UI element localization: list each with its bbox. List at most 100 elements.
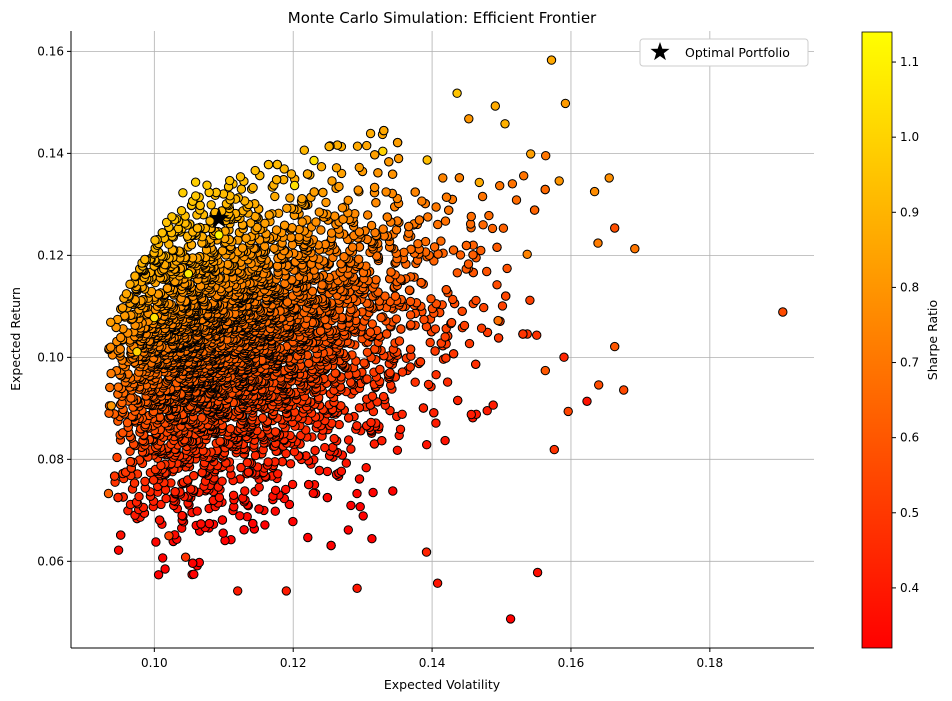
scatter-point bbox=[582, 396, 592, 406]
scatter-point bbox=[429, 408, 439, 418]
scatter-point bbox=[314, 207, 324, 217]
scatter-point bbox=[254, 504, 264, 514]
scatter-point bbox=[432, 578, 443, 588]
scatter-point bbox=[387, 169, 398, 179]
scatter-point bbox=[258, 413, 268, 423]
scatter-point bbox=[121, 289, 132, 299]
scatter-point bbox=[376, 312, 386, 323]
scatter-point bbox=[497, 301, 508, 311]
scatter-point bbox=[242, 458, 253, 468]
scatter-point bbox=[315, 326, 326, 336]
scatter-point bbox=[285, 459, 296, 469]
scatter-point bbox=[217, 515, 228, 525]
scatter-point bbox=[330, 211, 340, 221]
scatter-point bbox=[134, 491, 144, 502]
scatter-point bbox=[243, 467, 254, 477]
scatter-point bbox=[367, 319, 377, 329]
scatter-point bbox=[379, 125, 389, 136]
scatter-point bbox=[431, 418, 441, 428]
scatter-point bbox=[388, 486, 398, 496]
scatter-point bbox=[197, 413, 207, 423]
scatter-point bbox=[554, 176, 564, 186]
scatter-point bbox=[413, 239, 423, 249]
scatter-point bbox=[436, 236, 446, 246]
scatter-points bbox=[103, 55, 788, 624]
scatter-point bbox=[404, 221, 414, 232]
scatter-point bbox=[394, 336, 405, 346]
scatter-point bbox=[322, 466, 333, 477]
scatter-point bbox=[248, 518, 258, 529]
scatter-point bbox=[151, 537, 161, 547]
scatter-point bbox=[410, 377, 420, 387]
scatter-point bbox=[354, 254, 364, 264]
scatter-point bbox=[336, 466, 347, 476]
scatter-point bbox=[423, 212, 433, 222]
scatter-point bbox=[309, 187, 319, 197]
scatter-point bbox=[310, 445, 320, 456]
scatter-point bbox=[529, 205, 540, 215]
scatter-point bbox=[384, 157, 394, 167]
scatter-point bbox=[367, 391, 378, 401]
scatter-point bbox=[297, 194, 307, 204]
scatter-point bbox=[116, 530, 126, 540]
scatter-point bbox=[492, 242, 502, 253]
scatter-point bbox=[347, 242, 358, 252]
scatter-point bbox=[334, 181, 344, 192]
scatter-point bbox=[355, 502, 365, 512]
scatter-point bbox=[381, 187, 391, 197]
scatter-point bbox=[363, 210, 373, 220]
scatter-point bbox=[217, 246, 228, 256]
scatter-point bbox=[416, 277, 426, 288]
scatter-point bbox=[487, 223, 498, 234]
scatter-point bbox=[225, 424, 236, 434]
scatter-point bbox=[105, 382, 115, 393]
scatter-point bbox=[308, 488, 318, 498]
scatter-point bbox=[331, 163, 342, 173]
scatter-point bbox=[477, 191, 488, 202]
scatter-point bbox=[365, 327, 376, 337]
scatter-point bbox=[422, 440, 432, 450]
scatter-point bbox=[188, 558, 198, 568]
scatter-point bbox=[498, 223, 509, 233]
scatter-point bbox=[468, 250, 478, 260]
scatter-point bbox=[327, 176, 337, 186]
scatter-point bbox=[405, 310, 416, 320]
scatter-point bbox=[371, 198, 381, 208]
scatter-point bbox=[343, 435, 354, 445]
scatter-point bbox=[189, 569, 199, 579]
scatter-point bbox=[466, 409, 476, 420]
scatter-point bbox=[391, 314, 402, 324]
scatter-point bbox=[369, 182, 380, 193]
scatter-point bbox=[430, 324, 441, 334]
scatter-point bbox=[304, 479, 314, 490]
scatter-point bbox=[337, 203, 348, 213]
scatter-point bbox=[386, 267, 396, 277]
scatter-point bbox=[405, 296, 416, 307]
scatter-point bbox=[410, 187, 420, 197]
scatter-point bbox=[418, 403, 429, 413]
scatter-point bbox=[452, 268, 462, 278]
scatter-point bbox=[505, 614, 516, 624]
scatter-point bbox=[303, 532, 313, 543]
scatter-point bbox=[346, 444, 356, 454]
scatter-point bbox=[446, 317, 457, 328]
scatter-point bbox=[415, 357, 426, 367]
scatter-point bbox=[549, 444, 559, 455]
scatter-point bbox=[126, 393, 136, 403]
scatter-point bbox=[269, 243, 279, 254]
scatter-point bbox=[353, 185, 363, 195]
scatter-point bbox=[254, 482, 264, 492]
scatter-point bbox=[525, 295, 535, 305]
scatter-point bbox=[778, 307, 788, 317]
scatter-point bbox=[540, 184, 550, 195]
scatter-point bbox=[546, 55, 557, 65]
scatter-point bbox=[441, 192, 452, 202]
scatter-point bbox=[464, 114, 474, 124]
scatter-point bbox=[279, 220, 290, 231]
scatter-point bbox=[366, 417, 376, 428]
scatter-point bbox=[395, 424, 406, 434]
scatter-point bbox=[263, 457, 273, 467]
scatter-point bbox=[526, 149, 536, 159]
scatter-point bbox=[459, 320, 470, 331]
